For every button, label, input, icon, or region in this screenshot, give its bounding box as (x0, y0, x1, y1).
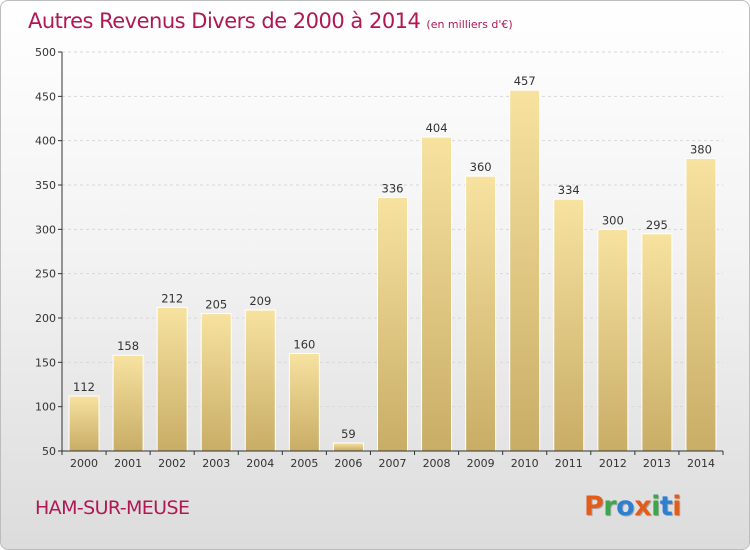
data-label-2007: 336 (382, 181, 404, 195)
x-tick-label-2004: 2004 (246, 457, 274, 470)
data-label-2012: 300 (602, 213, 624, 227)
chart-title: Autres Revenus Divers de 2000 à 2014 (en … (28, 9, 513, 33)
y-tick-label: 400 (35, 135, 56, 148)
bar-2010 (509, 89, 541, 452)
proxiti-logo: Proxiti (584, 491, 682, 522)
x-tick-label-2007: 2007 (379, 457, 407, 470)
data-label-2009: 360 (470, 160, 492, 174)
bar-2001 (112, 354, 144, 452)
data-label-2006: 59 (341, 427, 356, 441)
y-tick-label: 100 (35, 401, 56, 414)
x-tick-label-2005: 2005 (290, 457, 318, 470)
y-tick-label: 200 (35, 312, 56, 325)
bar-2012 (597, 228, 629, 452)
town-name: HAM-SUR-MEUSE (35, 497, 190, 519)
bar-2008 (421, 136, 453, 452)
bar-2002 (156, 306, 188, 452)
data-label-2002: 212 (161, 291, 183, 305)
bar-2014 (685, 157, 717, 452)
logo-letter: r (603, 491, 617, 522)
logo-letter: t (659, 491, 673, 522)
bar-2011 (553, 198, 585, 452)
bar-2004 (244, 309, 276, 452)
y-tick-label: 300 (35, 223, 56, 236)
x-tick-label-2003: 2003 (202, 457, 230, 470)
bar-2003 (200, 313, 232, 452)
data-label-2010: 457 (514, 74, 536, 88)
x-tick-label-2000: 2000 (70, 457, 98, 470)
x-tick-label-2002: 2002 (158, 457, 186, 470)
bar-2000 (68, 395, 100, 452)
x-tick-label-2009: 2009 (467, 457, 495, 470)
y-tick-label: 500 (35, 46, 56, 59)
logo-letter: i (651, 491, 660, 522)
logo-letter: x (634, 491, 652, 522)
data-label-2000: 112 (73, 380, 95, 394)
chart-title-text: Autres Revenus Divers de 2000 à 2014 (28, 9, 421, 33)
data-label-2011: 334 (558, 183, 580, 197)
x-tick-label-2012: 2012 (599, 457, 627, 470)
logo-letter: P (584, 491, 604, 522)
bar-2007 (377, 196, 408, 452)
logo-letter: i (672, 491, 682, 522)
bar-2013 (641, 233, 673, 452)
x-tick-label-2011: 2011 (555, 457, 583, 470)
y-tick-label: 350 (35, 179, 56, 192)
y-tick-label: 450 (35, 90, 56, 103)
data-label-2013: 295 (646, 218, 668, 232)
data-label-2004: 209 (249, 294, 271, 308)
data-label-2005: 160 (293, 337, 315, 351)
logo-letter: o (616, 491, 635, 522)
data-label-2014: 380 (690, 142, 712, 156)
x-tick-label-2013: 2013 (643, 457, 671, 470)
bar-2006 (332, 442, 364, 452)
x-tick-label-2006: 2006 (334, 457, 362, 470)
chart-unit: (en milliers d'€) (426, 18, 513, 31)
x-tick-label-2008: 2008 (423, 457, 451, 470)
x-tick-label-2001: 2001 (114, 457, 142, 470)
data-label-2001: 158 (117, 339, 139, 353)
y-tick-label: 150 (35, 356, 56, 369)
x-tick-label-2010: 2010 (511, 457, 539, 470)
data-label-2003: 205 (205, 298, 227, 312)
bar-2005 (288, 352, 320, 452)
y-tick-label: 250 (35, 268, 56, 281)
y-tick-label: 50 (42, 445, 56, 458)
x-tick-label-2014: 2014 (687, 457, 715, 470)
bar-2009 (465, 175, 497, 452)
data-label-2008: 404 (426, 121, 448, 135)
